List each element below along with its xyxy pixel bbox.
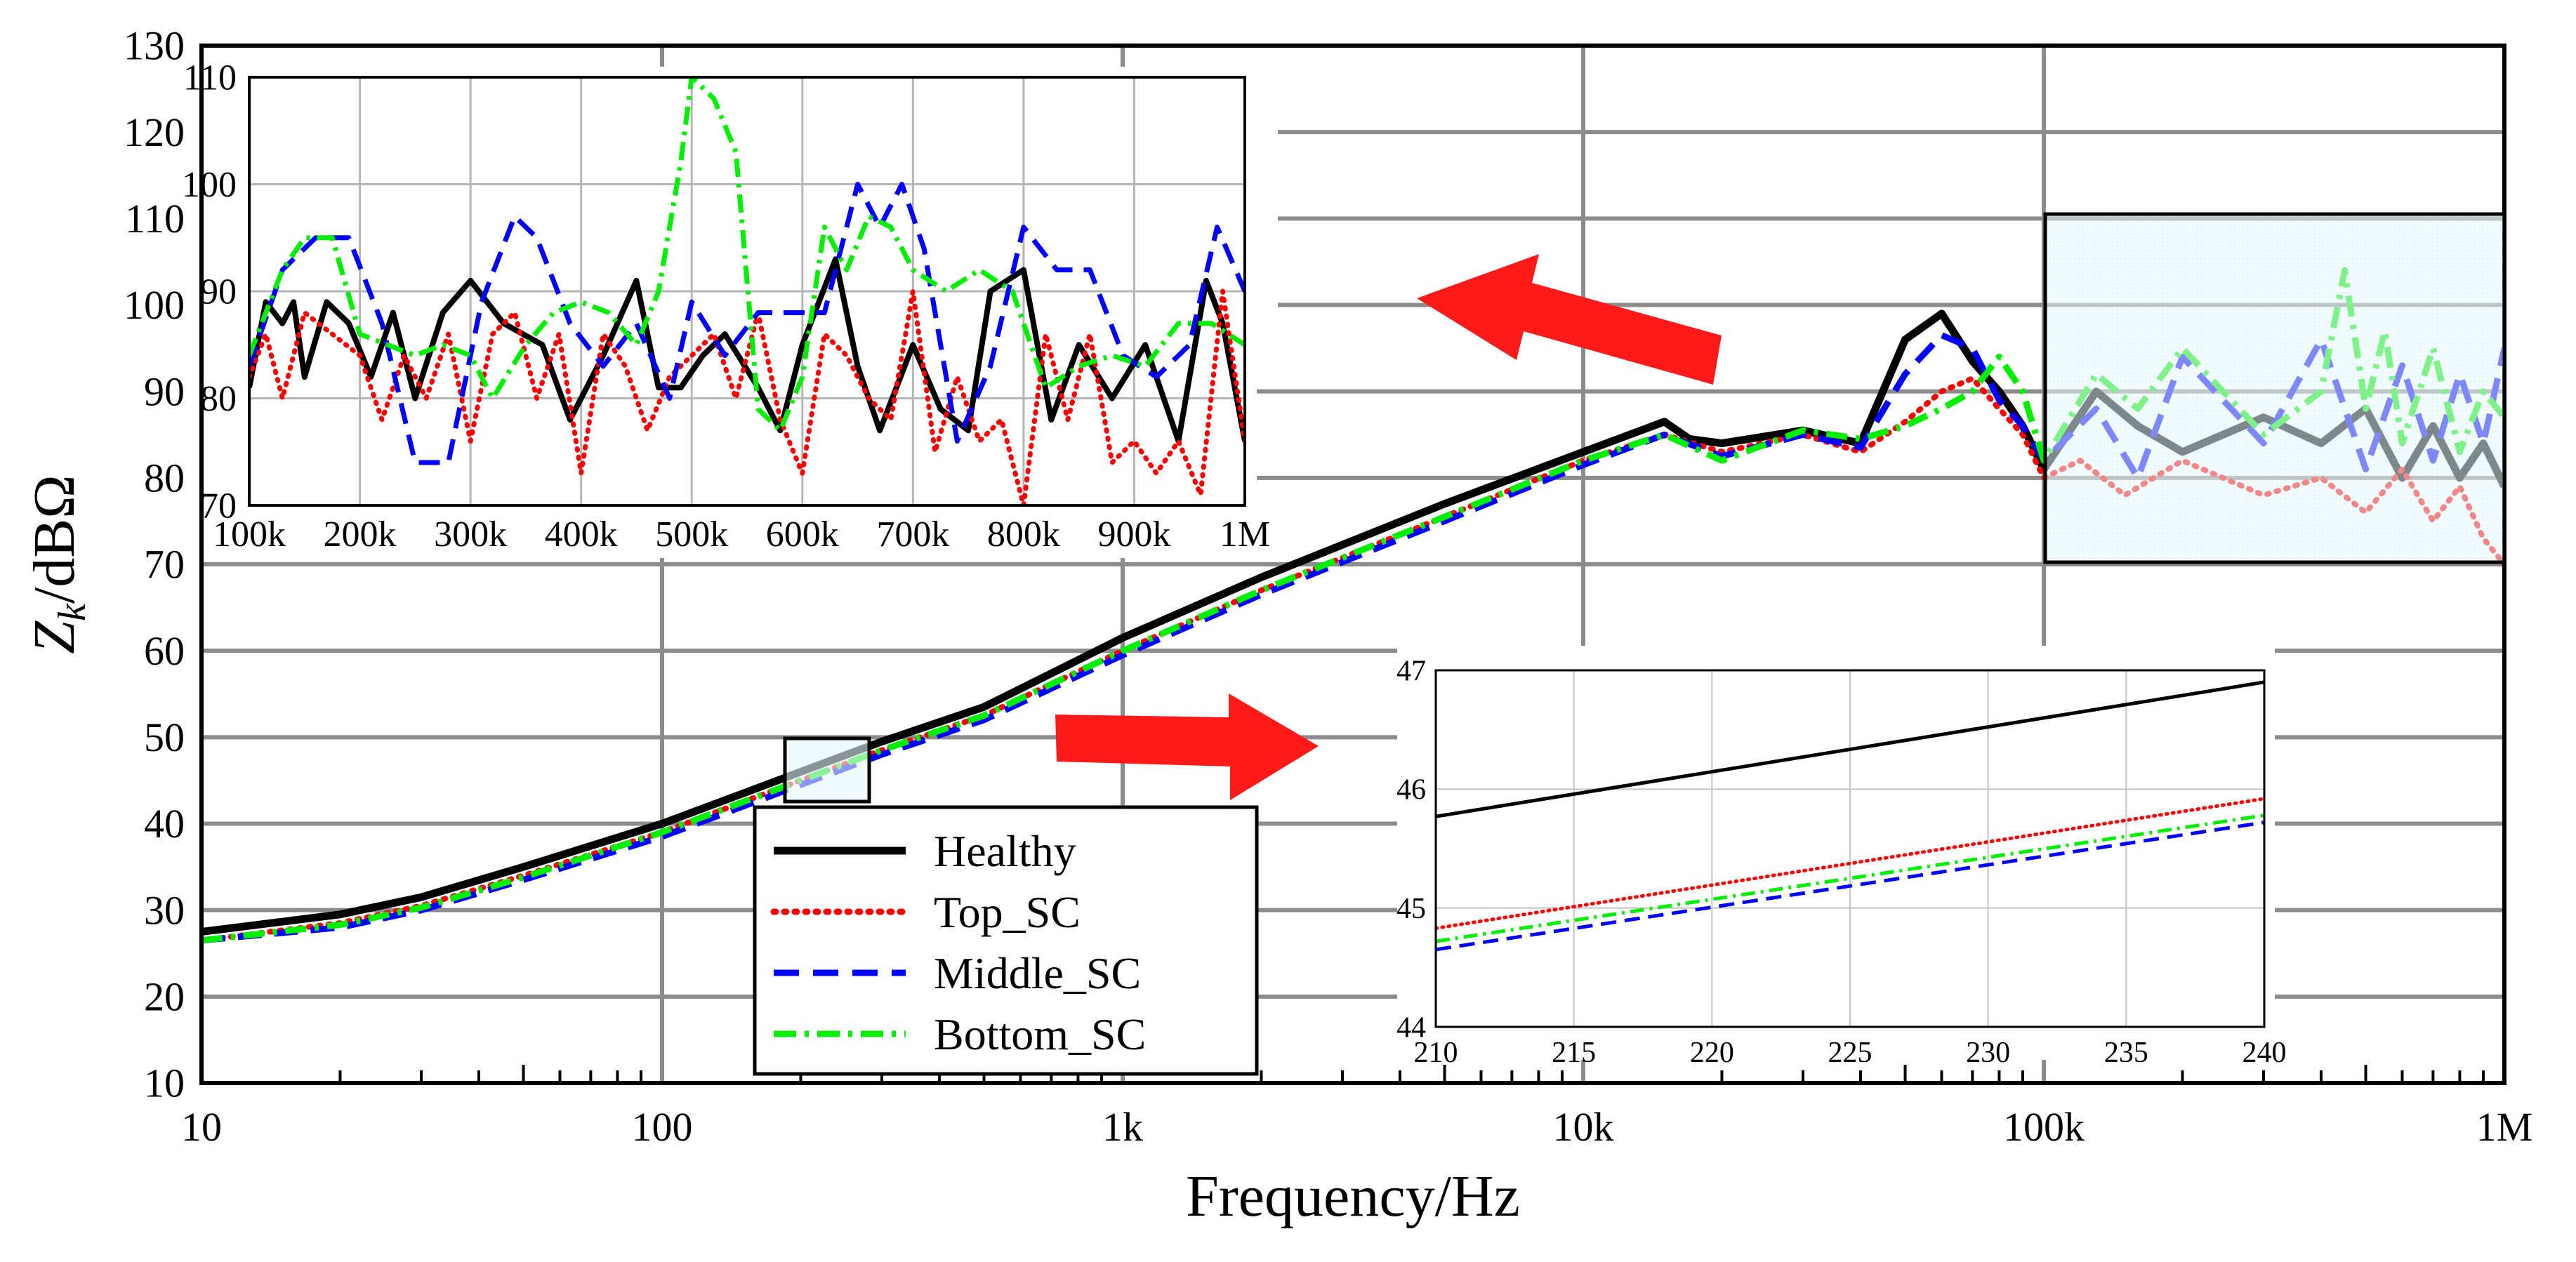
y-axis-title-symbol: Z: [22, 620, 87, 654]
inset-high-series: [249, 77, 1245, 505]
y-tick-label: 130: [124, 23, 185, 69]
y-tick-label: 110: [125, 196, 185, 241]
x-tick-label: 1M: [1220, 514, 1270, 554]
x-tick-label: 800k: [987, 514, 1060, 554]
series-line-middle-sc: [1436, 821, 2264, 952]
y-tick-label: 40: [144, 801, 185, 846]
series-line-top-sc: [249, 288, 1245, 505]
x-tick-label: 240: [2243, 1037, 2287, 1069]
arrow-to-high-inset: [1417, 254, 1722, 385]
x-tick-label: 100k: [213, 514, 286, 554]
legend: Healthy Top_SC Middle_SC Bottom_SC: [753, 805, 1259, 1076]
series-line-middle-sc: [249, 182, 1245, 465]
inset-low-frequency: 210 215 220 225 230 235 240 44 45 46 47: [1396, 646, 2287, 1069]
y-tick-label: 90: [200, 272, 237, 312]
y-tick-label: 50: [144, 715, 185, 760]
series-line-healthy: [249, 256, 1245, 444]
inset-high-frequency: 100k 200k 300k 400k 500k 600k 700k 800k 900k 1M 70…: [182, 58, 1270, 558]
series-line-bottom-sc: [249, 77, 1245, 433]
y-tick-label: 30: [144, 887, 185, 933]
x-tick-label: 230: [1966, 1037, 2010, 1069]
y-tick-label: 20: [144, 974, 185, 1020]
x-tick-label: 225: [1828, 1037, 1872, 1069]
x-tick-label: 100k: [2003, 1104, 2085, 1150]
zoom-box-high-frequency: [2043, 212, 2506, 564]
x-tick-label: 1k: [1102, 1104, 1143, 1150]
inset-low-series: [1436, 680, 2264, 952]
y-tick-label: 70: [200, 486, 237, 526]
inset-low-axes: 210 215 220 225 230 235 240 44 45 46 47: [1396, 655, 2287, 1069]
y-tick-label: 120: [124, 109, 185, 155]
y-tick-label: 100: [182, 165, 237, 205]
y-tick-label: 70: [144, 542, 185, 587]
legend-label-top-sc: Top_SC: [934, 887, 1081, 937]
plot-frame: [199, 44, 2506, 1085]
x-tick-label: 220: [1690, 1037, 1734, 1069]
x-tick-label: 900k: [1097, 514, 1170, 554]
arrow-to-low-inset: [1055, 693, 1319, 800]
y-tick-label: 100: [124, 282, 185, 328]
x-tick-label: 100: [632, 1104, 693, 1150]
x-tick-label: 500k: [655, 514, 728, 554]
plot-frame: [1434, 669, 2266, 1028]
y-axis-title-unit: /dBΩ: [22, 474, 87, 604]
x-tick-label: 1M: [2476, 1104, 2533, 1150]
x-tick-label: 400k: [545, 514, 618, 554]
x-tick-label: 300k: [434, 514, 507, 554]
series-line-top-sc: [1436, 797, 2264, 930]
y-tick-label: 90: [144, 368, 185, 414]
y-tick-label: 44: [1396, 1011, 1426, 1044]
y-tick-label: 110: [183, 58, 237, 98]
y-axis-title-subscript: k: [51, 603, 94, 621]
inset-high-axes: 100k 200k 300k 400k 500k 600k 700k 800k 900k 1M 70…: [182, 58, 1270, 554]
main-axes: 10 100 1k 10k 100k 1M102030405060708090100110…: [124, 23, 2532, 1150]
legend-label-middle-sc: Middle_SC: [934, 948, 1141, 998]
y-tick-label: 60: [144, 628, 185, 674]
y-tick-label: 46: [1396, 774, 1426, 806]
x-tick-label: 10k: [1553, 1104, 1614, 1150]
y-tick-label: 45: [1396, 893, 1426, 925]
y-axis-title: Zk/dBΩ: [22, 474, 94, 653]
y-tick-label: 80: [200, 379, 237, 419]
plot-frame: [248, 76, 1246, 507]
legend-label-bottom-sc: Bottom_SC: [934, 1009, 1146, 1059]
x-tick-label: 10: [181, 1104, 222, 1150]
legend-label-healthy: Healthy: [934, 826, 1076, 876]
y-tick-label: 47: [1396, 655, 1426, 687]
x-tick-label: 600k: [766, 514, 839, 554]
y-tick-label: 80: [144, 456, 185, 501]
x-tick-label: 215: [1552, 1037, 1596, 1069]
x-tick-label: 200k: [324, 514, 397, 554]
y-tick-label: 10: [144, 1061, 185, 1106]
x-tick-label: 700k: [876, 514, 949, 554]
x-tick-label: 235: [2104, 1037, 2148, 1069]
series-line-healthy: [1436, 680, 2264, 818]
x-tick-label: 210: [1414, 1037, 1458, 1069]
zoom-box-low-frequency: [783, 736, 871, 804]
x-axis-title: Frequency/Hz: [1186, 1164, 1520, 1229]
